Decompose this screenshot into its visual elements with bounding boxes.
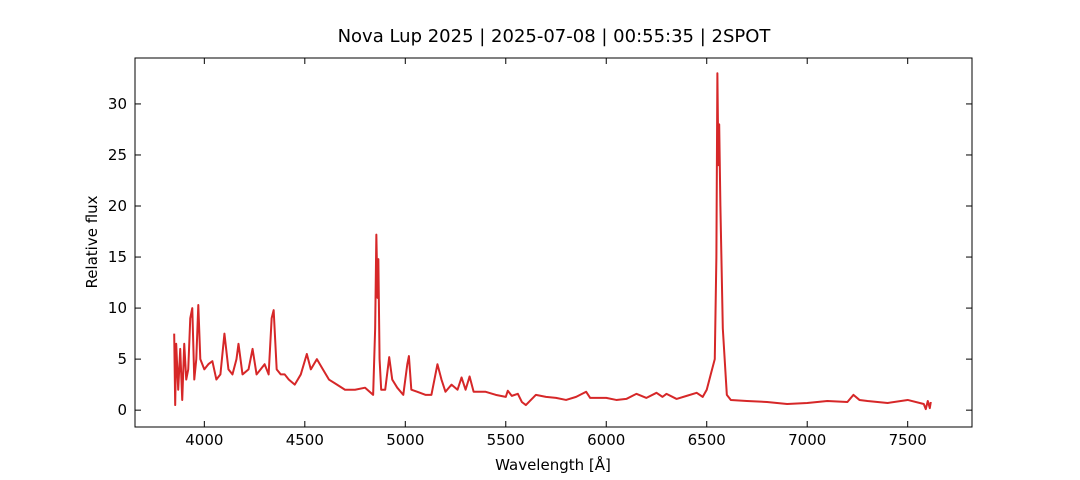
y-tick-label: 10: [108, 299, 127, 317]
y-tick-label: 15: [108, 248, 127, 266]
x-axis-label: Wavelength [Å]: [495, 455, 611, 474]
chart-title: Nova Lup 2025 | 2025-07-08 | 00:55:35 | …: [338, 26, 772, 47]
x-tick-label: 6500: [688, 431, 726, 449]
x-tick-label: 7000: [788, 431, 826, 449]
y-tick-label: 0: [117, 401, 127, 419]
spectrum-line: [173, 72, 932, 411]
y-tick-label: 25: [108, 146, 127, 164]
x-tick-label: 6000: [587, 431, 625, 449]
y-axis-label: Relative flux: [83, 195, 101, 288]
x-tick-label: 7500: [889, 431, 927, 449]
y-tick-label: 5: [117, 350, 127, 368]
x-tick-label: 4000: [185, 431, 223, 449]
y-tick-label: 30: [108, 95, 127, 113]
x-tick-label: 5000: [386, 431, 424, 449]
plot-frame: [134, 57, 973, 428]
x-tick-label: 4500: [286, 431, 324, 449]
x-tick-label: 5500: [487, 431, 525, 449]
y-tick-label: 20: [108, 197, 127, 215]
